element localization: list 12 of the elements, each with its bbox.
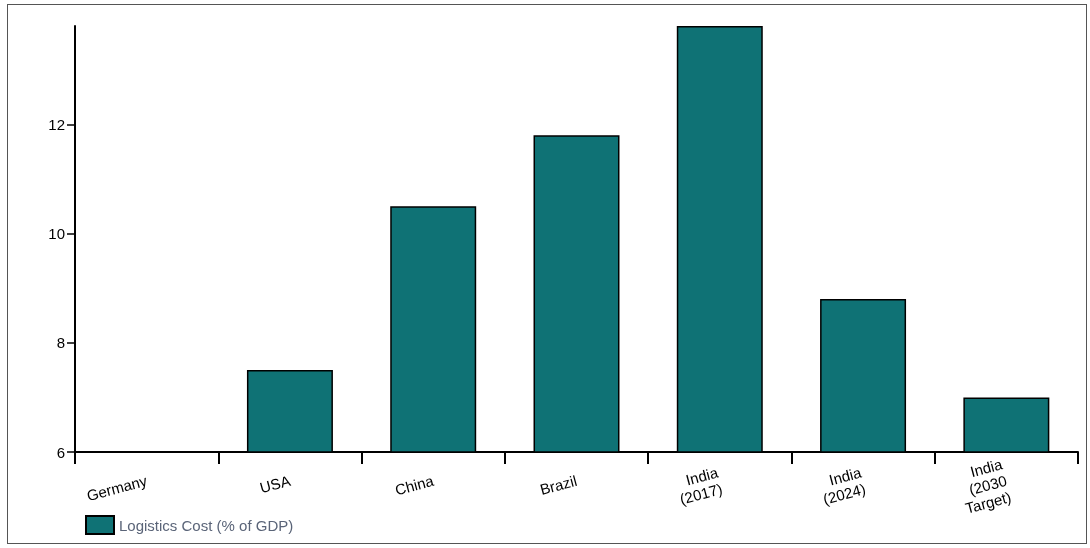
x-tick-label: India (2030 Target): [963, 455, 1013, 517]
legend-label: Logistics Cost (% of GDP): [119, 516, 294, 534]
x-tick-label: India (2024): [821, 463, 868, 508]
x-tick-label: Brazil: [538, 471, 579, 498]
x-tick-label: China: [393, 471, 437, 499]
y-tick-label: 12: [48, 115, 65, 133]
y-tick-label: 8: [56, 334, 65, 352]
x-tick-label: India (2017): [677, 463, 725, 508]
y-tick-label: 6: [56, 443, 65, 461]
y-tick-label: 10: [48, 225, 65, 243]
x-tick-label: USA: [257, 471, 293, 497]
x-tick-label: Germany: [84, 471, 150, 505]
